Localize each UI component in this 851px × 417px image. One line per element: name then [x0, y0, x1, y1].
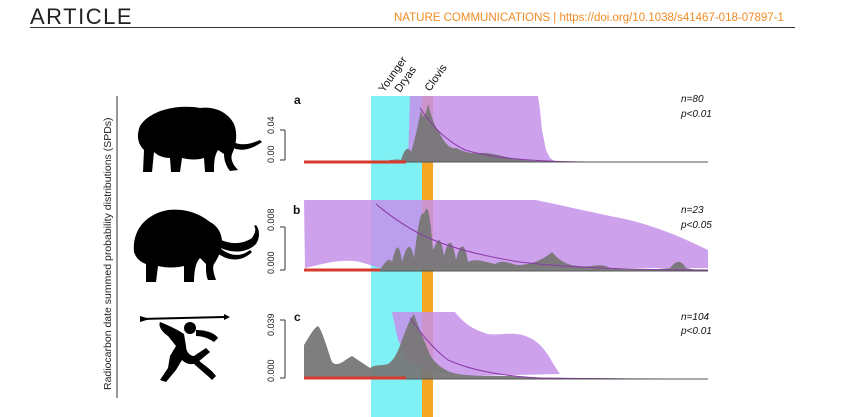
panel-label-b: b	[293, 203, 300, 217]
y-tick-label-c-0: 0.000	[266, 359, 276, 382]
spd-area-b	[378, 208, 708, 271]
y-tick-label-a-1: 0.04	[266, 116, 276, 134]
fit-curve-a	[419, 107, 601, 163]
n-text-b: n=23	[681, 205, 704, 216]
spd-area-a	[304, 104, 562, 162]
spd-area-c	[304, 314, 708, 379]
mastodon-icon	[137, 106, 262, 172]
fit-curve-b	[375, 203, 709, 271]
y-tick-label-a-0: 0.00	[266, 145, 276, 163]
p-text-c: p<0.01	[680, 326, 712, 337]
n-text-a: n=80	[681, 94, 704, 105]
panel-c: c n=104 p<0.01 0.000 0.039	[266, 310, 712, 382]
journal-citation: NATURE COMMUNICATIONS | https://doi.org/…	[394, 12, 784, 24]
panel-label-a: a	[294, 93, 301, 107]
y-tick-label-b-1: 0.008	[266, 208, 276, 231]
panel-b: b n=23 p<0.05 0.000 0.008	[266, 200, 712, 274]
n-text-c: n=104	[681, 312, 710, 323]
header-rule	[30, 27, 795, 28]
panel-a: a n=80 p<0.01 0.00 0.04	[266, 93, 712, 164]
band-label-clovis: Clovis	[423, 62, 450, 94]
human-hunter-icon	[139, 314, 230, 382]
mammoth-icon	[133, 209, 259, 282]
y-tick-label-b-0: 0.000	[266, 251, 276, 274]
p-text-a: p<0.01	[680, 109, 712, 120]
null-envelope-c	[392, 312, 560, 376]
y-axis-title: Radiocarbon date summed probability dist…	[102, 117, 114, 390]
p-text-b: p<0.05	[680, 220, 712, 231]
panel-label-c: c	[294, 310, 301, 324]
y-tick-label-c-1: 0.039	[266, 313, 276, 336]
section-title: ARTICLE	[30, 4, 134, 29]
null-envelope-b	[304, 200, 708, 268]
